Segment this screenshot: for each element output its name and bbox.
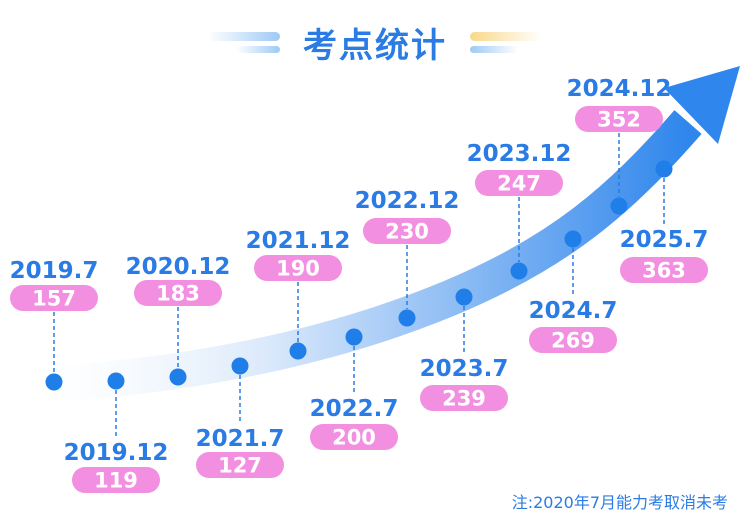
data-point	[231, 357, 249, 375]
value-pill	[72, 467, 160, 493]
value-label: 119	[94, 469, 138, 493]
arrow-head	[664, 66, 740, 144]
date-label: 2025.7	[620, 227, 709, 253]
value-pill	[134, 280, 222, 306]
data-point	[107, 372, 125, 390]
value-label: 239	[442, 387, 486, 411]
data-point	[398, 309, 416, 327]
value-label: 157	[32, 287, 76, 311]
value-pill	[254, 255, 342, 281]
value-pill	[475, 170, 563, 196]
data-point	[655, 160, 673, 178]
date-label: 2023.7	[420, 356, 509, 382]
date-label: 2020.12	[126, 254, 231, 280]
value-pill	[10, 285, 98, 311]
value-pill	[420, 385, 508, 411]
value-label: 269	[551, 329, 595, 353]
data-point	[455, 288, 473, 306]
title-decoration-right	[470, 32, 542, 53]
data-point	[345, 328, 363, 346]
value-label: 352	[597, 108, 641, 132]
date-label: 2021.12	[246, 228, 351, 254]
title-decoration-left	[208, 32, 280, 53]
value-label: 183	[156, 282, 200, 306]
value-pill	[620, 257, 708, 283]
data-point	[510, 262, 528, 280]
value-label: 230	[385, 220, 429, 244]
value-label: 200	[332, 426, 376, 450]
data-point	[169, 368, 187, 386]
date-label: 2019.7	[10, 258, 99, 284]
date-label: 2024.7	[529, 298, 618, 324]
data-point	[610, 197, 628, 215]
date-label: 2024.12	[567, 76, 672, 102]
value-pill	[310, 424, 398, 450]
trend-arrow	[38, 66, 740, 403]
date-label: 2022.12	[355, 188, 460, 214]
value-label: 190	[276, 257, 320, 281]
value-pill	[363, 218, 451, 244]
value-pill	[529, 327, 617, 353]
data-point	[564, 230, 582, 248]
value-pill	[575, 106, 663, 132]
data-point	[45, 373, 63, 391]
value-label: 127	[218, 454, 262, 478]
date-label: 2021.7	[196, 426, 285, 452]
data-point	[289, 342, 307, 360]
footnote: 注:2020年7月能力考取消未考	[511, 493, 728, 512]
value-label: 363	[642, 259, 686, 283]
page-title: 考点统计	[303, 26, 447, 66]
value-pill	[196, 452, 284, 478]
date-label: 2022.7	[310, 396, 399, 422]
date-label: 2019.12	[64, 440, 169, 466]
value-label: 247	[497, 172, 541, 196]
date-label: 2023.12	[467, 141, 572, 167]
